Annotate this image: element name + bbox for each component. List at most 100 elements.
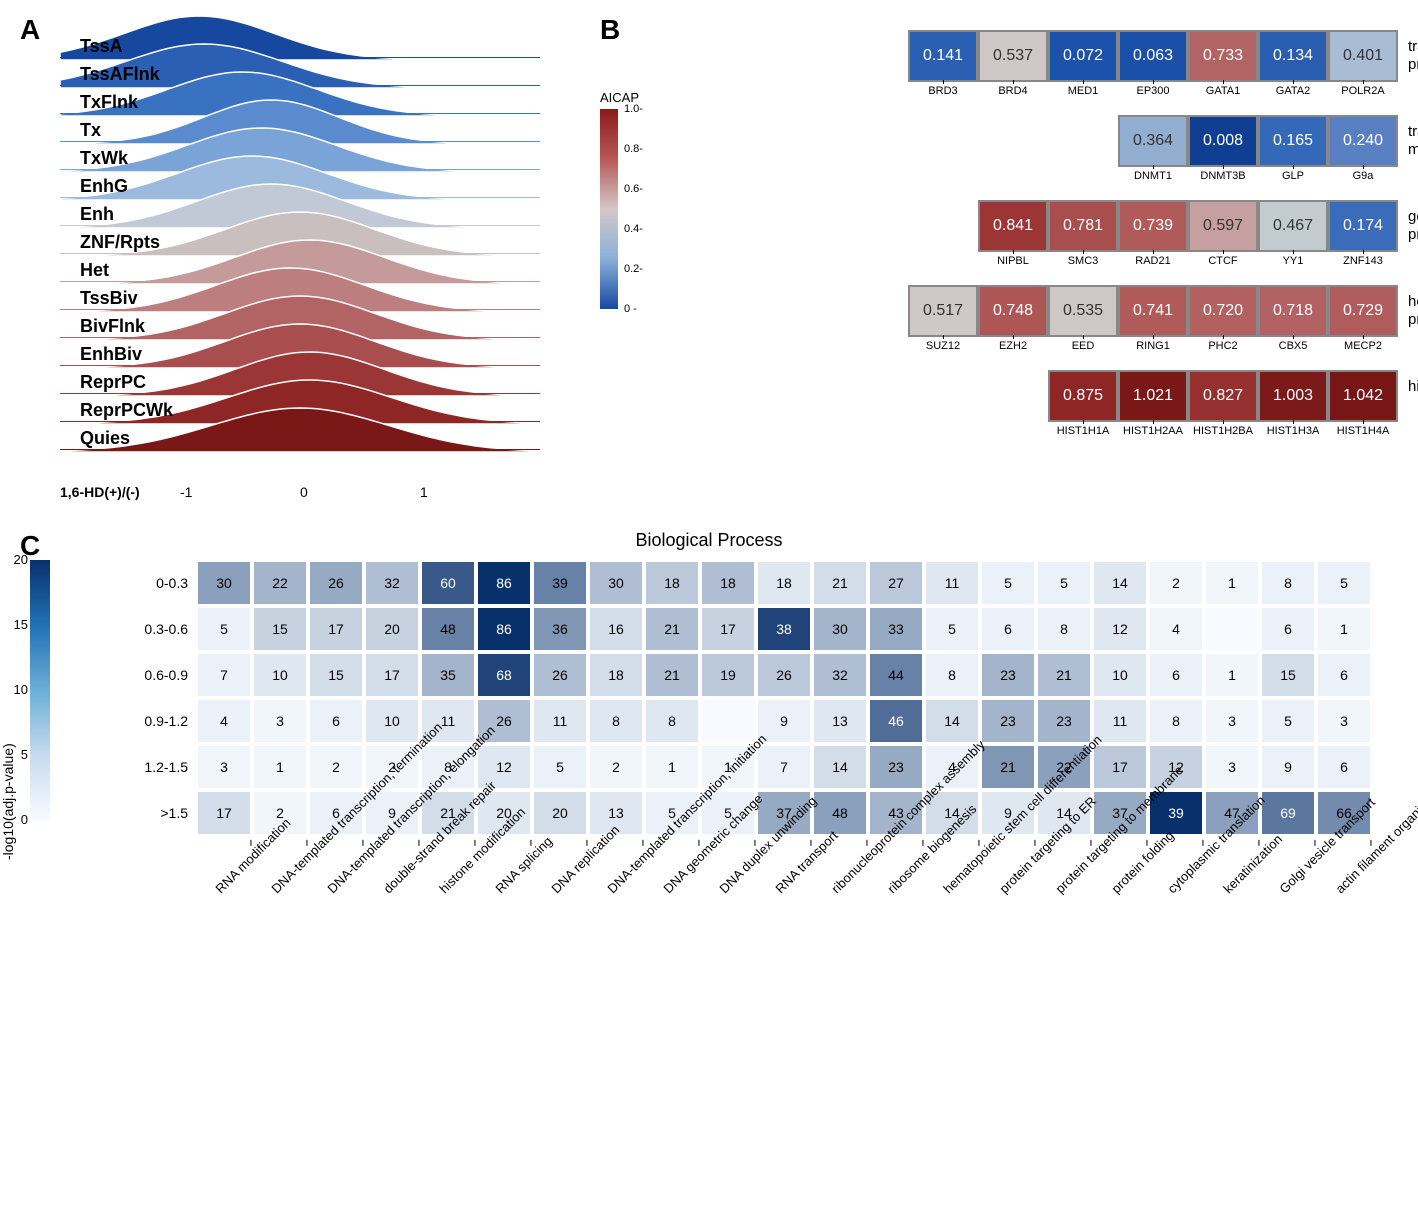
heatmap-cell: 6: [1260, 606, 1316, 652]
heatmap-cell: 27: [868, 560, 924, 606]
protein-name-label: DNMT3B: [1188, 167, 1258, 182]
heatmap-cell: 14: [924, 698, 980, 744]
ridge-category-label: Het: [80, 260, 109, 281]
protein-group: 0.1410.5370.0720.0630.7330.1340.401BRD3B…: [690, 30, 1398, 97]
column-label: DNA-templated transcription, termination: [268, 846, 318, 896]
heatmap-cell: 8: [1036, 606, 1092, 652]
column-label: histone modification: [436, 846, 486, 896]
heatmap-cell: 30: [812, 606, 868, 652]
heatmap-cell: 19: [700, 652, 756, 698]
heatmap-cell: 5: [532, 744, 588, 790]
heatmap-cell: 23: [1036, 698, 1092, 744]
heatmap-row: 0-0.330222632608639301818182127115514218…: [140, 560, 1372, 606]
column-label: RNA transport: [772, 846, 822, 896]
heatmap-cell: 26: [756, 652, 812, 698]
heatmap-cell: 3: [1316, 698, 1372, 744]
group-label: transcriptional silencing methyltransfer…: [1408, 123, 1418, 159]
heatmap-cell: 5: [1316, 560, 1372, 606]
aicap-cell: 0.729: [1328, 285, 1398, 337]
heatmap-cell: 17: [700, 606, 756, 652]
heatmap-cell: 8: [1260, 560, 1316, 606]
aicap-cell: 1.003: [1258, 370, 1328, 422]
column-label: protein targeting to ER: [996, 846, 1046, 896]
heatmap-cell: 8: [1148, 698, 1204, 744]
colorbar-tick: 0.6-: [624, 183, 643, 195]
heatmap-cell: 1: [252, 744, 308, 790]
protein-name-label: ZNF143: [1328, 252, 1398, 267]
aicap-cell: 0.467: [1258, 200, 1328, 252]
colorbar-label: -log10(adj.p-value): [0, 743, 16, 860]
heatmap-cell: 15: [308, 652, 364, 698]
heatmap-cell: 23: [868, 744, 924, 790]
heatmap-row: 0.6-0.9710151735682618211926324482321106…: [140, 652, 1372, 698]
heatmap-cell: 6: [308, 698, 364, 744]
protein-name-label: G9a: [1328, 167, 1398, 182]
aicap-cell: 0.739: [1118, 200, 1188, 252]
aicap-cell: 0.537: [978, 30, 1048, 82]
heatmap-cell: 8: [588, 698, 644, 744]
heatmap-cell: 8: [924, 652, 980, 698]
heatmap-cell: 23: [980, 698, 1036, 744]
heatmap-cell: 10: [364, 698, 420, 744]
heatmap-cell: 39: [532, 560, 588, 606]
x-tick: -1: [180, 484, 192, 500]
aicap-colorbar: AICAP 1.0-0.8-0.6-0.4-0.2-0 -: [600, 90, 660, 309]
ridge-category-label: EnhG: [80, 176, 128, 197]
ridge-category-label: TssA: [80, 36, 123, 57]
aicap-cell: 0.072: [1048, 30, 1118, 82]
protein-name-label: BRD3: [908, 82, 978, 97]
heatmap-cell: 69: [1260, 790, 1316, 836]
column-label: hematopoietic stem cell differentiation: [940, 846, 990, 896]
column-label: protein folding: [1108, 846, 1158, 896]
heatmap-cell: 32: [364, 560, 420, 606]
heatmap-cell: 13: [812, 698, 868, 744]
pvalue-colorbar: 20151050 -log10(adj.p-value): [30, 560, 50, 820]
ridge-category-label: Tx: [80, 120, 101, 141]
aicap-cell: 0.535: [1048, 285, 1118, 337]
row-label: 0.9-1.2: [140, 713, 196, 729]
aicap-cell: 0.240: [1328, 115, 1398, 167]
heatmap-cell: 22: [252, 560, 308, 606]
column-label: protein targeting to membrane: [1052, 846, 1102, 896]
aicap-cell: 0.165: [1258, 115, 1328, 167]
protein-name-label: EED: [1048, 337, 1118, 352]
heatmap-cell: 2: [1148, 560, 1204, 606]
heatmap-cell: 16: [588, 606, 644, 652]
row-label: 0.3-0.6: [140, 621, 196, 637]
protein-group: 0.8410.7810.7390.5970.4670.174NIPBLSMC3R…: [690, 200, 1398, 267]
colorbar-tick: 0.8-: [624, 143, 643, 155]
heatmap-cell: 6: [1316, 652, 1372, 698]
protein-name-label: YY1: [1258, 252, 1328, 267]
x-tick: 0: [300, 484, 308, 500]
ridge-category-label: ReprPCWk: [80, 400, 173, 421]
protein-name-label: PHC2: [1188, 337, 1258, 352]
protein-name-label: HIST1H1A: [1048, 422, 1118, 437]
ridge-category-label: Enh: [80, 204, 114, 225]
heatmap-cell: 11: [1092, 698, 1148, 744]
heatmap-cell: 5: [1260, 698, 1316, 744]
protein-name-label: RING1: [1118, 337, 1188, 352]
panel-a: A TssATssAFlnkTxFlnkTxTxWkEnhGEnhZNF/Rpt…: [20, 20, 570, 500]
heatmap-cell: 86: [476, 560, 532, 606]
protein-name-label: GATA2: [1258, 82, 1328, 97]
heatmap-cell: 5: [1036, 560, 1092, 606]
column-label: RNA splicing: [492, 846, 542, 896]
column-label: double-strand break repair: [380, 846, 430, 896]
panel-a-x-axis: 1,6-HD(+)/(-) -1 0 1: [60, 484, 540, 500]
heatmap-cell: 1: [1204, 652, 1260, 698]
heatmap-cell: 6: [1148, 652, 1204, 698]
heatmap-cell: 11: [532, 698, 588, 744]
panel-a-label: A: [20, 14, 40, 46]
heatmap-cell: 10: [252, 652, 308, 698]
heatmap-cell: 23: [980, 652, 1036, 698]
heatmap-cell: 36: [532, 606, 588, 652]
column-label: ribosome biogenesis: [884, 846, 934, 896]
aicap-cell: 0.141: [908, 30, 978, 82]
heatmap-cell: 21: [644, 606, 700, 652]
heatmap-cell: 4: [1148, 606, 1204, 652]
panel-c-title: Biological Process: [20, 530, 1398, 551]
heatmap-cell: 14: [812, 744, 868, 790]
heatmap-cell: 30: [588, 560, 644, 606]
ridge-row: Quies: [60, 422, 540, 450]
aicap-cell: 0.718: [1258, 285, 1328, 337]
